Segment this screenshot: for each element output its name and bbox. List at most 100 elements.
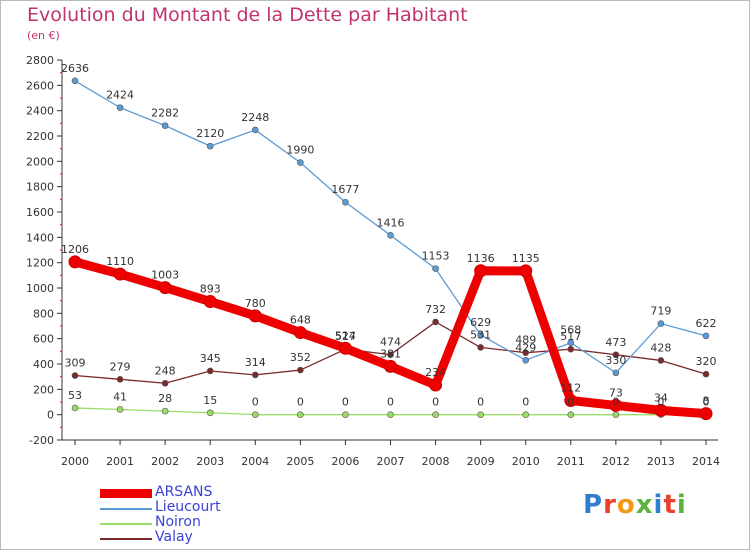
data-label: 2424 <box>106 89 134 102</box>
data-point-valay <box>161 379 169 387</box>
y-tick-label: 2800 <box>26 54 54 67</box>
data-point-arsans <box>699 407 713 421</box>
data-label: 1990 <box>286 144 314 157</box>
data-point-noiron <box>567 411 575 418</box>
data-label: 2636 <box>61 62 89 75</box>
x-tick-label: 2007 <box>377 455 405 468</box>
data-label: 1206 <box>61 243 89 256</box>
data-label: 1136 <box>467 252 495 265</box>
y-tick-label: 0 <box>47 409 54 422</box>
x-tick-label: 2011 <box>557 455 585 468</box>
legend-label: Lieucourt <box>155 499 221 515</box>
data-label: 15 <box>203 394 217 407</box>
x-tick-label: 2014 <box>692 455 720 468</box>
x-tick-label: 2003 <box>196 455 224 468</box>
data-point-noiron <box>342 411 349 418</box>
data-label: 2120 <box>196 127 224 140</box>
data-point-arsans <box>474 264 488 278</box>
data-point-lieucourt <box>522 357 530 364</box>
data-label: 34 <box>654 391 668 404</box>
data-point-valay <box>71 372 79 379</box>
data-point-noiron <box>206 409 214 417</box>
logo-letter: t <box>663 490 677 520</box>
data-point-lieucourt <box>71 77 79 85</box>
logo-letter: P <box>583 490 604 520</box>
data-point-lieucourt <box>702 332 710 340</box>
data-label: 0 <box>477 396 484 409</box>
data-label: 0 <box>342 396 349 409</box>
data-label: 234 <box>425 366 446 379</box>
data-label: 0 <box>252 396 259 409</box>
data-point-valay <box>702 370 710 378</box>
x-tick-label: 2012 <box>602 455 630 468</box>
y-tick-label: -200 <box>29 434 54 447</box>
data-point-arsans <box>519 264 533 278</box>
legend-swatch <box>100 508 152 510</box>
data-point-valay <box>116 376 124 383</box>
data-point-lieucourt <box>567 339 575 347</box>
y-tick-label: 1400 <box>26 231 54 244</box>
data-label: 2248 <box>241 111 269 124</box>
data-point-lieucourt <box>612 369 620 377</box>
data-label: 473 <box>605 336 626 349</box>
y-tick-label: 2000 <box>26 155 54 168</box>
data-label: 1003 <box>151 269 179 282</box>
data-label: 719 <box>650 305 671 318</box>
data-point-arsans <box>609 398 623 412</box>
y-tick-label: 1800 <box>26 181 54 194</box>
data-label: 352 <box>290 351 311 364</box>
data-label: 531 <box>470 328 491 341</box>
data-label: 41 <box>113 390 127 403</box>
data-label: 428 <box>650 341 671 354</box>
data-point-lieucourt <box>477 331 484 339</box>
data-point-valay <box>522 349 530 357</box>
y-tick-label: 400 <box>33 358 54 371</box>
data-point-noiron <box>432 411 439 418</box>
x-tick-label: 2013 <box>647 455 675 468</box>
y-tick-label: 200 <box>33 383 54 396</box>
data-label: 279 <box>110 360 131 373</box>
data-point-lieucourt <box>206 142 214 150</box>
chart-title: Evolution du Montant de la Dette par Hab… <box>27 4 468 26</box>
data-label: 629 <box>470 316 491 329</box>
logo-letter: o <box>616 490 636 520</box>
data-point-arsans <box>293 326 307 340</box>
data-point-lieucourt <box>657 320 665 327</box>
data-label: 248 <box>155 364 176 377</box>
data-label: 622 <box>696 317 717 330</box>
data-label: 1135 <box>512 252 540 265</box>
data-label: 648 <box>290 314 311 327</box>
data-point-lieucourt <box>432 265 439 272</box>
legend-label: ARSANS <box>155 484 213 500</box>
proxiti-logo: Proxiti <box>583 490 687 520</box>
data-point-arsans <box>113 267 127 281</box>
logo-letter: i <box>653 490 664 520</box>
data-label: 568 <box>560 324 581 337</box>
data-label: 517 <box>335 330 356 343</box>
data-point-arsans <box>158 281 172 295</box>
data-point-lieucourt <box>342 198 349 206</box>
data-point-noiron <box>387 411 394 418</box>
x-tick-label: 2008 <box>422 455 450 468</box>
chart-subtitle: (en €) <box>27 29 60 42</box>
data-label: 517 <box>560 330 581 343</box>
x-tick-label: 2005 <box>286 455 314 468</box>
data-point-valay <box>657 357 665 364</box>
x-tick-label: 2002 <box>151 455 179 468</box>
data-point-noiron <box>477 411 484 418</box>
data-label: 780 <box>245 297 266 310</box>
data-label: 474 <box>380 336 401 349</box>
x-tick-label: 2001 <box>106 455 134 468</box>
data-label: 0 <box>387 396 394 409</box>
x-tick-label: 2009 <box>467 455 495 468</box>
data-label: 345 <box>200 352 221 365</box>
data-label: 112 <box>560 381 581 394</box>
legend-swatch <box>100 489 152 498</box>
data-point-lieucourt <box>387 232 394 239</box>
legend-label: Noiron <box>155 514 201 530</box>
data-point-arsans <box>338 341 352 355</box>
data-point-noiron <box>116 406 124 413</box>
data-point-noiron <box>161 407 169 415</box>
data-point-noiron <box>612 411 620 418</box>
data-label: 0 <box>522 396 529 409</box>
